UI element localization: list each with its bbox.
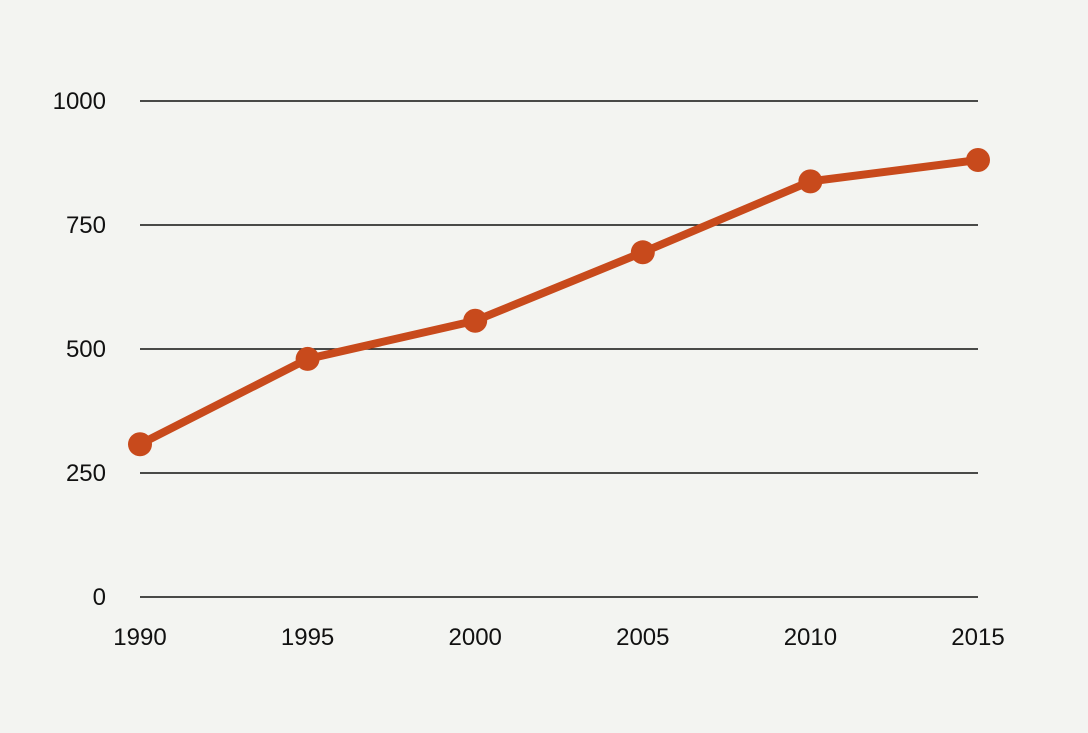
data-point <box>128 432 152 457</box>
y-tick-label: 500 <box>66 336 106 363</box>
series-line <box>136 156 982 449</box>
y-tick-label: 750 <box>66 212 106 239</box>
series <box>128 148 990 457</box>
x-tick-label: 2000 <box>449 624 502 651</box>
x-axis-tick-labels: 1990 1995 2000 2005 2010 2015 <box>113 624 1004 651</box>
y-tick-label: 250 <box>66 460 106 487</box>
x-tick-label: 1990 <box>113 624 166 651</box>
gridlines <box>140 100 978 598</box>
y-tick-label: 1000 <box>53 88 106 115</box>
data-point <box>463 308 488 333</box>
data-point <box>295 346 320 371</box>
x-tick-label: 2015 <box>951 624 1004 651</box>
data-point <box>630 240 655 265</box>
x-tick-label: 2010 <box>784 624 837 651</box>
data-point <box>798 169 823 194</box>
y-axis-tick-labels: 0 250 500 750 1000 <box>53 88 106 611</box>
data-point <box>966 148 990 173</box>
x-tick-label: 2005 <box>616 624 669 651</box>
x-tick-label: 1995 <box>281 624 334 651</box>
y-tick-label: 0 <box>93 584 106 611</box>
